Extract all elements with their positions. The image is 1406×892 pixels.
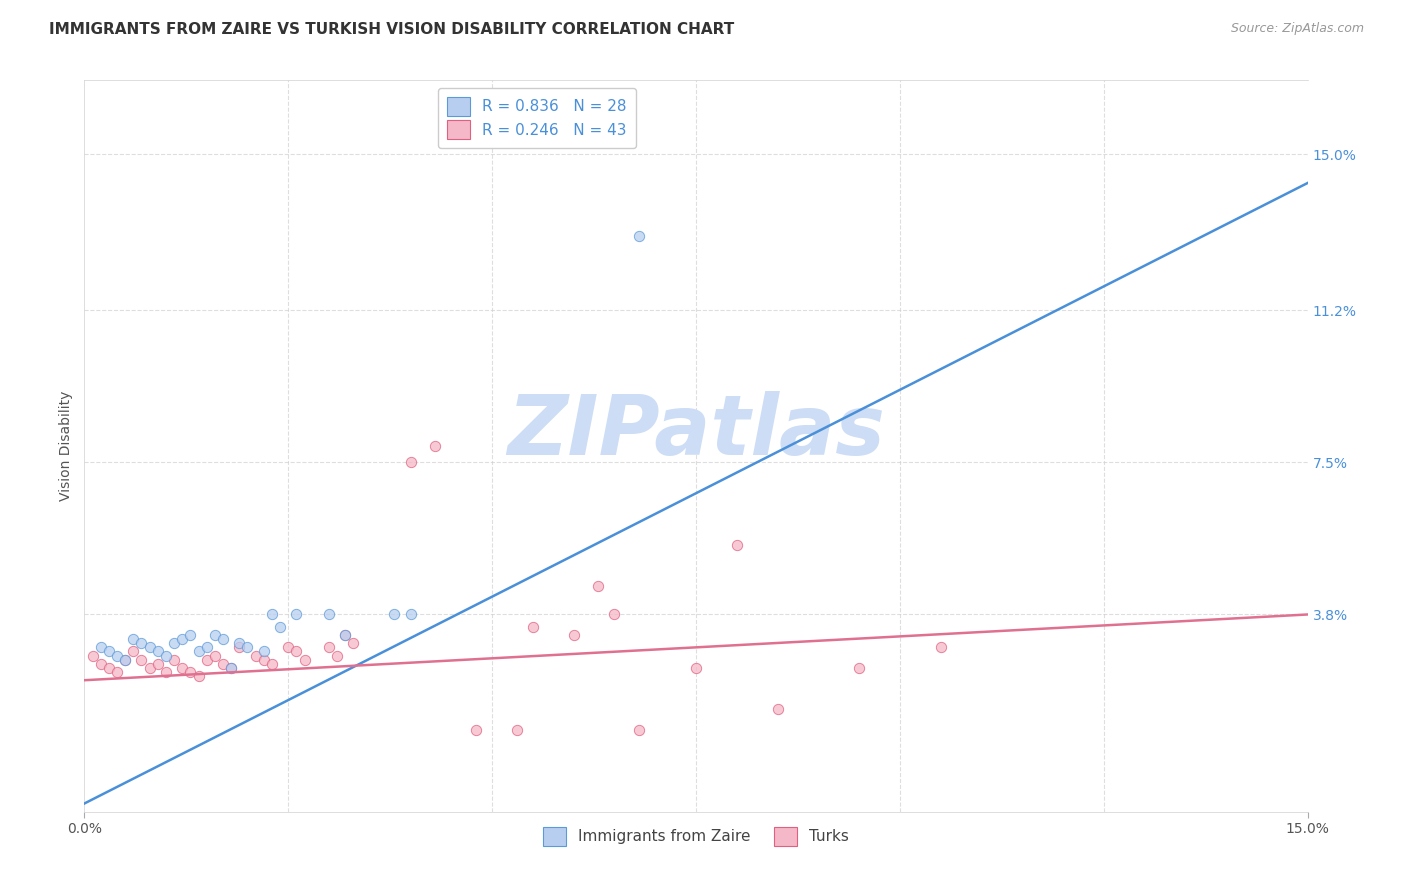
Point [155,665,177,679]
Point [603,607,626,622]
Point [146,644,169,658]
Point [228,636,250,650]
Point [253,644,276,658]
Point [586,579,609,593]
Point [122,632,145,647]
Point [179,628,201,642]
Point [97,661,120,675]
Point [326,648,349,663]
Point [848,661,870,675]
Point [138,661,160,675]
Point [236,640,259,655]
Point [172,632,194,647]
Point [423,439,446,453]
Point [294,653,316,667]
Point [146,657,169,671]
Point [172,661,194,675]
Point [219,661,242,675]
Point [335,628,357,642]
Point [228,640,250,655]
Point [114,653,136,667]
Point [97,644,120,658]
Point [90,657,112,671]
Point [122,644,145,658]
Point [399,455,422,469]
Point [318,640,340,655]
Text: Source: ZipAtlas.com: Source: ZipAtlas.com [1230,22,1364,36]
Point [245,648,267,663]
Point [204,648,226,663]
Point [131,653,153,667]
Point [131,636,153,650]
Y-axis label: Vision Disability: Vision Disability [59,391,73,501]
Point [685,661,707,675]
Point [195,640,218,655]
Point [627,723,650,737]
Point [260,607,283,622]
Point [163,653,186,667]
Point [163,636,186,650]
Point [335,628,357,642]
Point [382,607,405,622]
Point [285,644,308,658]
Point [269,620,291,634]
Point [342,636,364,650]
Point [195,653,218,667]
Point [505,723,527,737]
Point [82,648,104,663]
Point [114,653,136,667]
Point [138,640,160,655]
Point [155,648,177,663]
Point [929,640,952,655]
Point [318,607,340,622]
Point [187,644,209,658]
Point [725,538,748,552]
Point [90,640,112,655]
Point [212,632,235,647]
Point [204,628,226,642]
Point [285,607,308,622]
Point [627,229,650,244]
Legend: Immigrants from Zaire, Turks: Immigrants from Zaire, Turks [537,821,855,852]
Point [464,723,486,737]
Text: ZIPatlas: ZIPatlas [508,391,884,472]
Text: IMMIGRANTS FROM ZAIRE VS TURKISH VISION DISABILITY CORRELATION CHART: IMMIGRANTS FROM ZAIRE VS TURKISH VISION … [49,22,734,37]
Point [522,620,544,634]
Point [399,607,422,622]
Point [212,657,235,671]
Point [219,661,242,675]
Point [277,640,299,655]
Point [105,648,128,663]
Point [766,702,789,716]
Point [562,628,585,642]
Point [105,665,128,679]
Point [187,669,209,683]
Point [179,665,201,679]
Point [253,653,276,667]
Point [260,657,283,671]
